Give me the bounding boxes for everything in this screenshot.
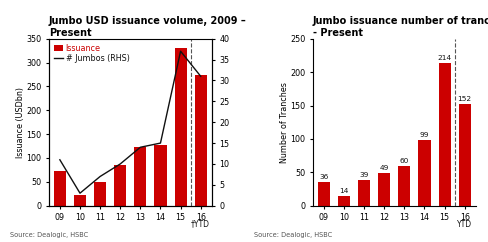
Text: Source: Dealogic, HSBC: Source: Dealogic, HSBC: [10, 232, 88, 238]
Text: 36: 36: [319, 174, 328, 180]
Bar: [134, 147, 146, 206]
Text: Source: Dealogic, HSBC: Source: Dealogic, HSBC: [254, 232, 332, 238]
Bar: [175, 48, 186, 206]
Text: 99: 99: [420, 132, 429, 137]
Text: Jumbo issuance number of tranches, 2009
- Present: Jumbo issuance number of tranches, 2009 …: [313, 16, 488, 38]
Bar: [398, 166, 410, 206]
Text: 14: 14: [339, 188, 349, 194]
Bar: [154, 145, 166, 206]
Text: 152: 152: [458, 96, 472, 102]
Text: 214: 214: [438, 55, 452, 61]
Bar: [195, 75, 207, 206]
Text: YTD: YTD: [457, 219, 472, 229]
Bar: [94, 182, 106, 206]
Bar: [358, 180, 370, 206]
Bar: [338, 196, 350, 206]
Bar: [418, 140, 430, 206]
Y-axis label: Issuance (USDbn): Issuance (USDbn): [16, 87, 24, 158]
Bar: [54, 171, 66, 206]
Text: 60: 60: [400, 158, 409, 164]
Bar: [439, 63, 450, 206]
Legend: Issuance, # Jumbos (RHS): Issuance, # Jumbos (RHS): [53, 43, 130, 64]
Bar: [459, 104, 471, 206]
Text: 49: 49: [380, 165, 389, 171]
Text: Jumbo USD issuance volume, 2009 –
Present: Jumbo USD issuance volume, 2009 – Presen…: [49, 16, 246, 38]
Bar: [114, 165, 126, 206]
Bar: [318, 182, 330, 206]
Text: †YTD: †YTD: [191, 219, 210, 229]
Text: 39: 39: [360, 172, 369, 178]
Y-axis label: Number of Tranches: Number of Tranches: [280, 82, 288, 163]
Bar: [378, 173, 390, 206]
Bar: [74, 195, 86, 206]
